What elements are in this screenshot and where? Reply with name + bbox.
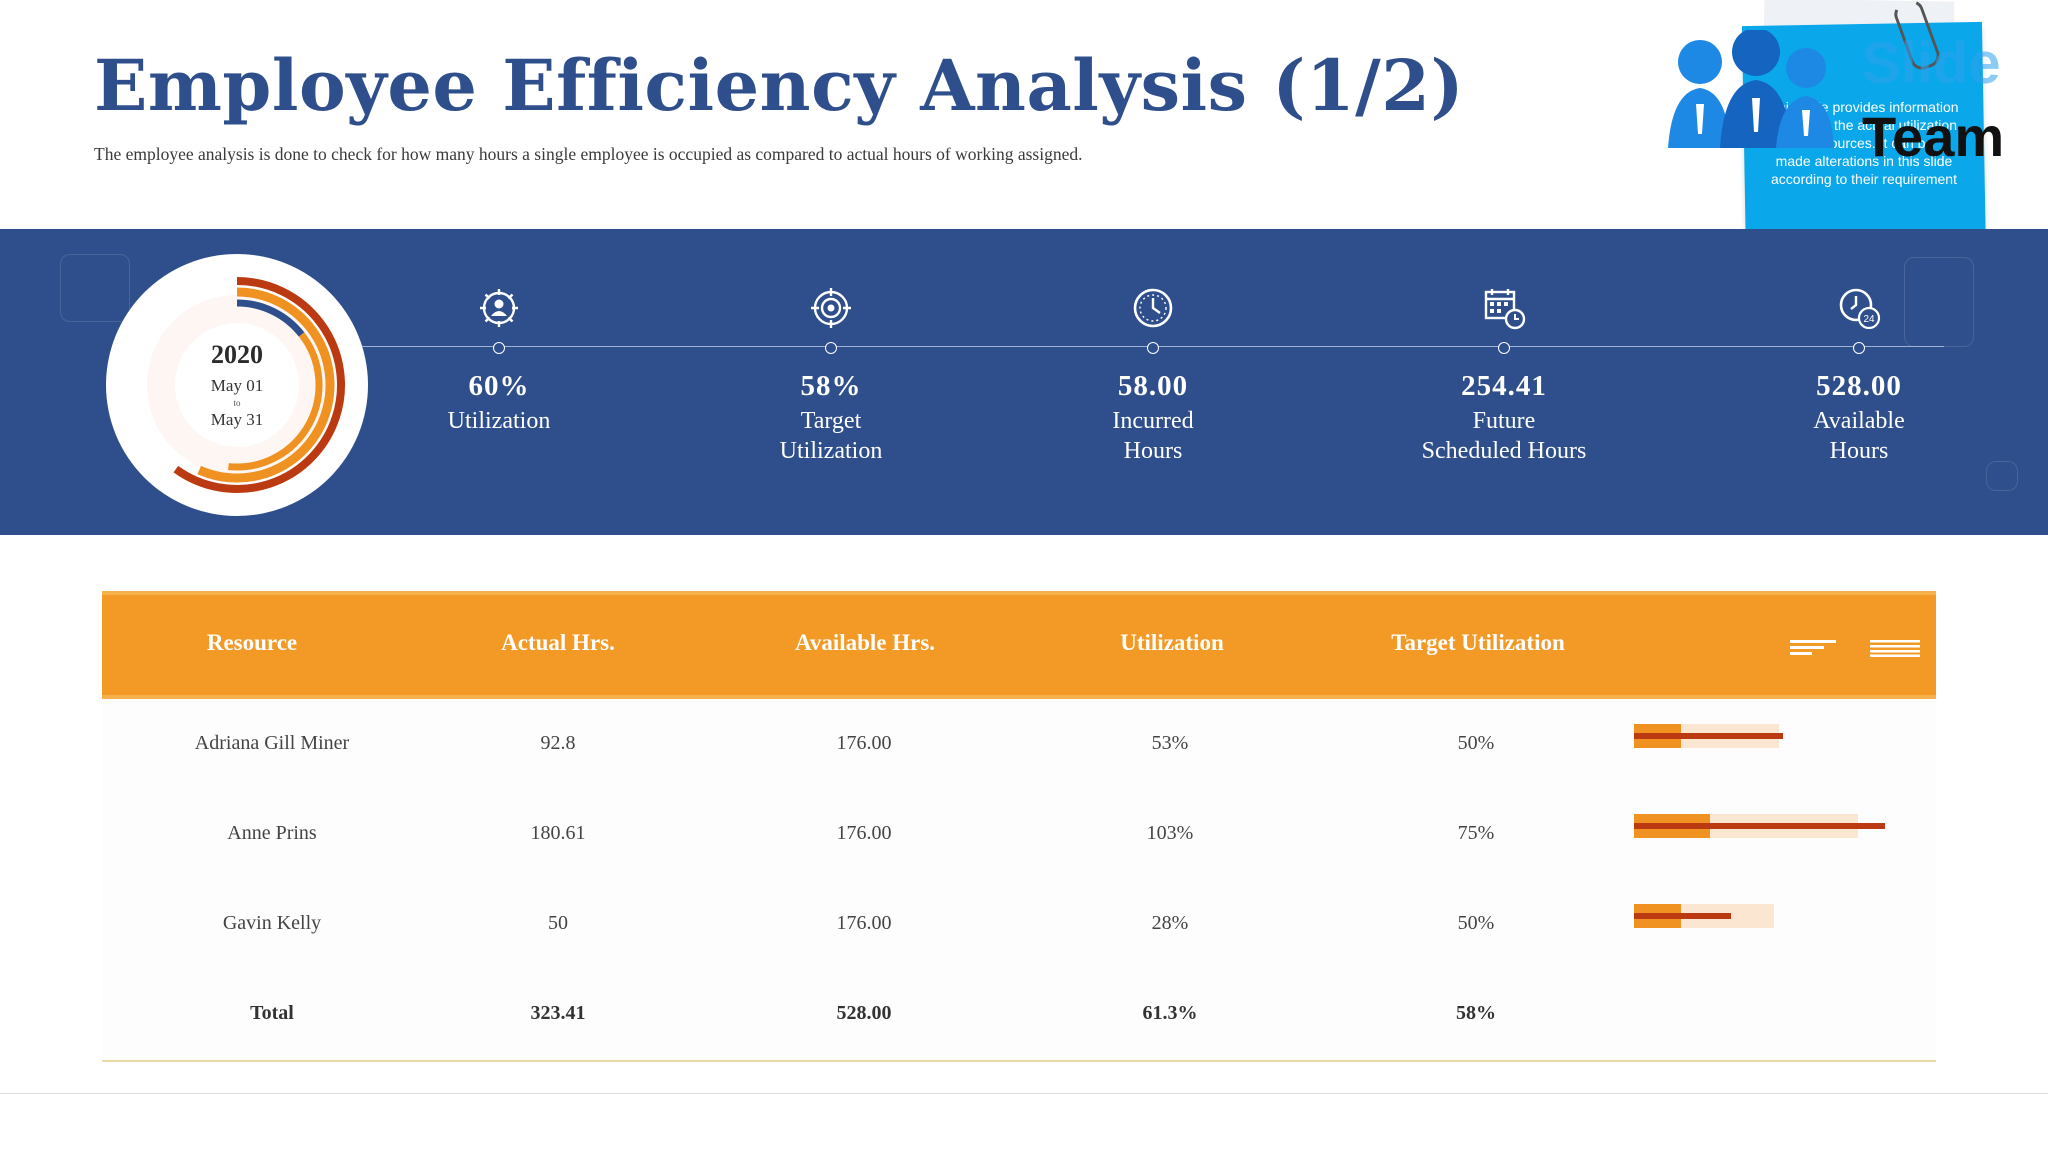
lines-legend-icon [1870, 640, 1920, 657]
cell-total-label: Total [250, 1002, 294, 1024]
cell-target-utilization: 50% [1457, 732, 1495, 754]
utilization-ring [147, 277, 345, 493]
column-header-resource[interactable]: Resource [206, 630, 298, 655]
logo-team-text: Team [1862, 105, 2005, 168]
metric-value: 58.00 [1117, 370, 1189, 402]
team-logo-icon [1668, 30, 1834, 148]
cell-actual-hrs: 50 [548, 912, 568, 934]
footer-divider [0, 1093, 2048, 1094]
ring-outer-arc [173, 277, 345, 493]
period-to-word: to [233, 398, 241, 408]
row-bar-utilization [1634, 913, 1732, 919]
metric-label: Future Scheduled Hours [1374, 406, 1634, 466]
note-line: according to their requirement [1771, 171, 1957, 187]
metric-label: Incurred Hours [1023, 406, 1283, 466]
label-line: Hours [1123, 438, 1183, 464]
cell-actual-hrs: 92.8 [540, 732, 576, 754]
label-line: Available [1813, 408, 1905, 434]
page-title: Employee Efficiency Analysis (1/2) [94, 44, 1465, 127]
cell-actual-hrs: 180.61 [530, 822, 586, 844]
cell-target-utilization: 75% [1457, 822, 1495, 844]
column-header-target-utilization[interactable]: Target Utilization [1391, 630, 1565, 655]
row-bar-utilization [1634, 733, 1783, 739]
note-line: made alterations in this slide [1775, 153, 1953, 169]
row-bar-utilization [1634, 823, 1886, 829]
page-subtitle: The employee analysis is done to check f… [94, 144, 1083, 164]
metric-value: 254.41 [1461, 370, 1547, 402]
bar-chart-legend-icon [1790, 640, 1836, 655]
label-line: Target [800, 408, 862, 434]
metric-value: 528.00 [1816, 370, 1902, 402]
timeline-dot [493, 342, 505, 354]
cell-available-hrs: 176.00 [836, 912, 892, 934]
column-header-actual-hrs[interactable]: Actual Hrs. [501, 630, 615, 655]
decorative-square [1986, 461, 2018, 491]
timeline-dot [1498, 342, 1510, 354]
metric-value: 60% [468, 370, 530, 402]
table-row: Anne Prins 180.61 176.00 103% 75% [102, 790, 1936, 881]
label-line: Utilization [447, 408, 551, 434]
cell-target-utilization: 50% [1457, 912, 1495, 934]
label-line: Scheduled Hours [1421, 438, 1587, 464]
cell-utilization: 53% [1151, 732, 1189, 754]
cell-utilization: 103% [1146, 822, 1194, 844]
period-year: 2020 [211, 340, 263, 369]
metric-label: Available Hours [1729, 406, 1989, 466]
label-line: Future [1472, 408, 1536, 434]
target-gear-icon [811, 288, 851, 328]
gear-person-icon [480, 289, 518, 327]
metric-label: Utilization [369, 406, 629, 436]
ring-center [175, 323, 299, 447]
svg-text:24: 24 [1863, 314, 1875, 325]
metric-value: 58% [800, 370, 862, 402]
ring-blue-arc [236, 299, 305, 337]
label-line: Utilization [779, 438, 883, 464]
metric-label: Target Utilization [701, 406, 961, 466]
ring-utilization-arc [197, 287, 335, 483]
timeline-dot [825, 342, 837, 354]
cell-utilization: 28% [1151, 912, 1189, 934]
cell-total-available: 528.00 [836, 1002, 892, 1024]
ring-inner-arc [228, 332, 323, 471]
clock-icon [1133, 288, 1173, 328]
timeline-dot [1147, 342, 1159, 354]
logo-slide-text: Slide [1862, 31, 2001, 96]
24-hour-clock-icon: 24 [1839, 288, 1881, 330]
table-row: Gavin Kelly 50 176.00 28% 50% [102, 880, 1936, 971]
decorative-square [60, 254, 130, 322]
total-divider [102, 1060, 1936, 1062]
table-total-row: Total 323.41 528.00 61.3% 58% [102, 970, 1936, 1060]
label-line: Incurred [1112, 408, 1194, 434]
timeline-dot [1853, 342, 1865, 354]
cell-total-utilization: 61.3% [1142, 1002, 1198, 1024]
column-header-available-hrs[interactable]: Available Hrs. [794, 630, 936, 655]
calendar-clock-icon [1484, 289, 1526, 330]
decorative-square [1904, 257, 1974, 347]
cell-resource: Gavin Kelly [222, 912, 322, 934]
label-line: Hours [1829, 438, 1889, 464]
table-header: Resource Actual Hrs. Available Hrs. Util… [102, 591, 1936, 699]
cell-total-target: 58% [1456, 1002, 1496, 1024]
cell-total-actual: 323.41 [530, 1002, 586, 1024]
cell-available-hrs: 176.00 [836, 822, 892, 844]
period-start: May 01 [210, 376, 264, 395]
cell-resource: Adriana Gill Miner [194, 732, 350, 754]
table-row: Adriana Gill Miner 92.8 176.00 53% 50% [102, 700, 1936, 791]
cell-available-hrs: 176.00 [836, 732, 892, 754]
column-header-utilization[interactable]: Utilization [1120, 630, 1224, 655]
period-end: May 31 [210, 410, 264, 429]
cell-resource: Anne Prins [227, 822, 317, 844]
